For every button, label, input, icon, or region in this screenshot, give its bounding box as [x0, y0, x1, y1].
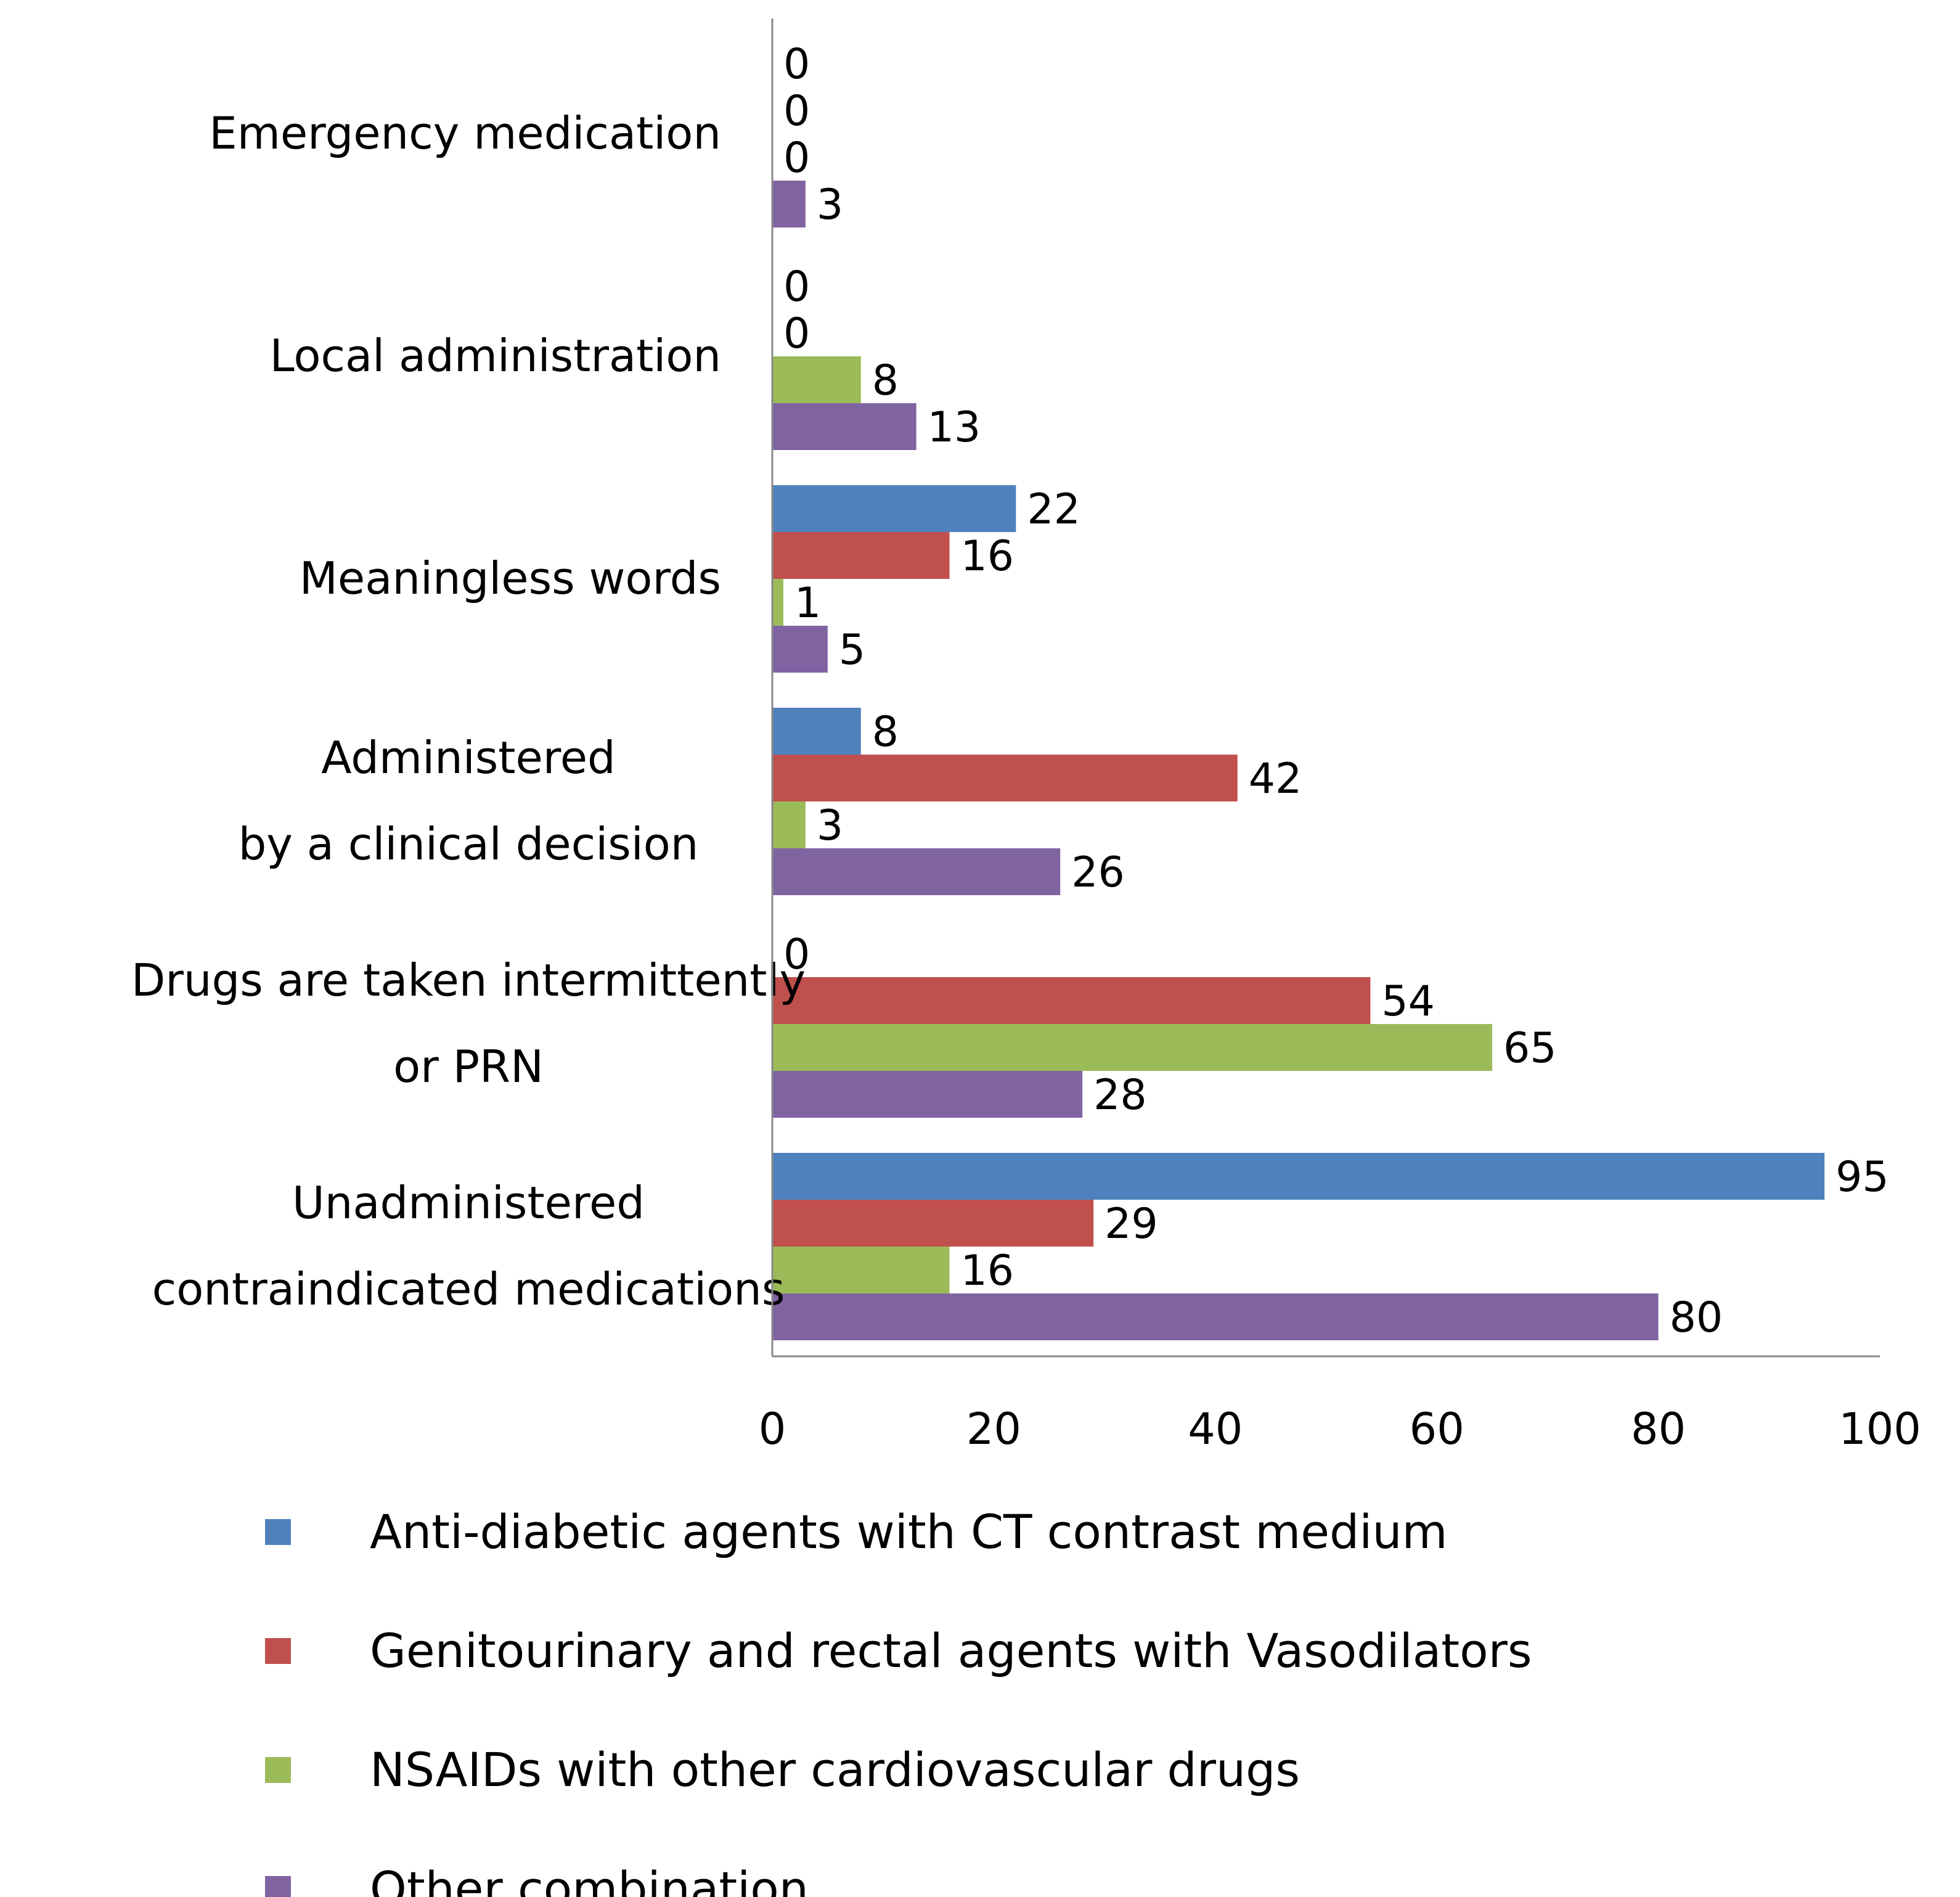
value-label: 3 [817, 181, 843, 229]
x-tick-label: 80 [1631, 1404, 1686, 1454]
category-label: Meaningless words [300, 552, 721, 604]
x-tick-label: 100 [1839, 1404, 1921, 1454]
value-label: 65 [1503, 1024, 1557, 1073]
bar-4-series-3 [772, 801, 806, 848]
bars-layer [772, 181, 1825, 1340]
value-label: 16 [961, 1247, 1015, 1295]
value-label: 1 [794, 579, 821, 628]
value-label: 5 [839, 626, 865, 674]
bar-5-series-4 [772, 1071, 1083, 1118]
value-label: 3 [817, 801, 843, 850]
legend: Anti-diabetic agents with CT contrast me… [265, 1504, 1532, 1897]
x-tick-label: 60 [1410, 1404, 1464, 1454]
category-labels-layer: Emergency medication Local administration… [131, 107, 806, 1315]
bar-1-series-4 [772, 181, 806, 227]
category-label: or PRN [393, 1041, 544, 1092]
value-label: 22 [1027, 485, 1080, 534]
value-label: 0 [783, 309, 810, 358]
bar-3-series-3 [772, 579, 783, 626]
x-tick-label: 40 [1188, 1404, 1243, 1454]
tick-labels-layer: 0 20 40 60 80 100 [759, 1404, 1921, 1454]
value-label: 42 [1249, 755, 1302, 803]
value-label: 8 [872, 708, 899, 756]
legend-label: Other combination [370, 1861, 809, 1897]
bar-2-series-4 [772, 403, 917, 450]
bar-3-series-4 [772, 626, 828, 673]
value-label: 29 [1105, 1200, 1158, 1248]
value-label: 0 [783, 134, 810, 182]
legend-swatch [265, 1757, 291, 1783]
bar-4-series-2 [772, 755, 1238, 801]
category-label: Unadministered [292, 1177, 645, 1229]
bar-4-series-1 [772, 708, 861, 755]
value-label: 13 [928, 403, 981, 452]
value-label: 0 [783, 40, 810, 89]
value-label: 16 [961, 532, 1015, 581]
value-label: 54 [1381, 977, 1435, 1026]
bar-6-series-3 [772, 1247, 950, 1293]
bar-5-series-3 [772, 1024, 1493, 1071]
value-label: 28 [1093, 1071, 1147, 1120]
x-tick-label: 0 [759, 1404, 786, 1454]
legend-swatch [265, 1519, 291, 1545]
category-label: Administered [321, 732, 616, 784]
bar-3-series-2 [772, 532, 950, 579]
category-label: contraindicated medications [152, 1263, 785, 1315]
legend-swatch [265, 1876, 291, 1897]
legend-swatch [265, 1638, 291, 1664]
bar-5-series-2 [772, 977, 1371, 1024]
category-label: Local administration [270, 330, 721, 382]
value-label: 0 [783, 87, 810, 136]
legend-label: Anti-diabetic agents with CT contrast me… [370, 1504, 1448, 1559]
bar-2-series-3 [772, 356, 861, 403]
value-label: 80 [1670, 1293, 1723, 1342]
bar-6-series-4 [772, 1293, 1659, 1340]
value-label: 0 [783, 263, 810, 311]
value-label: 26 [1071, 848, 1125, 897]
x-tick-label: 20 [966, 1404, 1021, 1454]
value-label: 0 [783, 930, 810, 979]
value-label: 8 [872, 356, 899, 405]
bar-6-series-2 [772, 1200, 1094, 1247]
axes-layer [771, 18, 1880, 1358]
category-label: Emergency medication [209, 107, 721, 159]
legend-label: NSAIDs with other cardiovascular drugs [370, 1742, 1300, 1797]
category-label: by a clinical decision [239, 818, 699, 870]
bar-6-series-1 [772, 1153, 1825, 1200]
bar-4-series-4 [772, 848, 1061, 895]
category-label: Drugs are taken intermittently [131, 954, 806, 1006]
value-label: 95 [1835, 1153, 1889, 1202]
legend-label: Genitourinary and rectal agents with Vas… [370, 1623, 1532, 1678]
bar-3-series-1 [772, 485, 1016, 532]
